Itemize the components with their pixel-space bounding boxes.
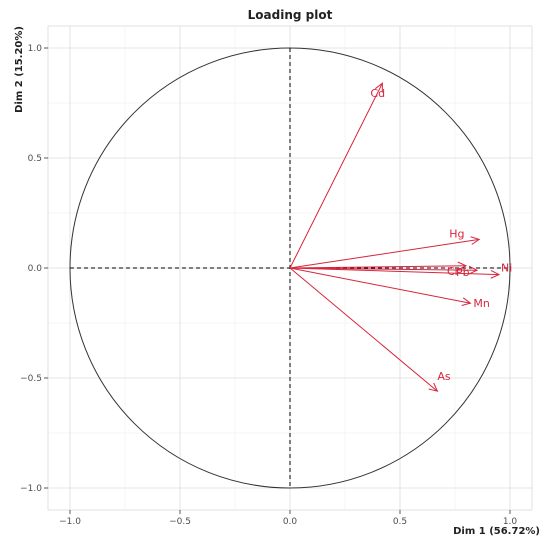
variable-label-cd: Cd — [370, 87, 385, 100]
y-tick-label: 0.5 — [28, 154, 42, 164]
y-tick-label: 1.0 — [28, 44, 43, 54]
arrow-shaft-as — [289, 267, 438, 392]
x-tick-label: −1.0 — [59, 517, 81, 527]
arrow-shaft-hg — [289, 238, 480, 269]
y-tick-label: 0.0 — [28, 264, 43, 274]
variable-as: As — [289, 267, 451, 392]
x-tick-label: 0.0 — [283, 517, 298, 527]
arrow-head-cd — [374, 82, 383, 93]
variable-label-hg: Hg — [449, 227, 464, 240]
variable-label-as: As — [437, 370, 451, 383]
variable-label-ni: Ni — [501, 262, 512, 275]
arrow-head-mn — [461, 297, 472, 306]
arrow-shaft-mn — [289, 267, 471, 304]
x-tick-label: −0.5 — [169, 517, 191, 527]
arrow-shaft-cr — [289, 267, 478, 271]
y-tick-label: −0.5 — [20, 374, 42, 384]
x-tick-label: 0.5 — [393, 517, 407, 527]
variable-label-pb: Pb — [456, 266, 470, 279]
variable-mn: Mn — [289, 267, 490, 310]
arrow-shaft-cd — [289, 82, 383, 269]
x-axis-ticks: −1.0 −0.5 0.0 0.5 1.0 — [59, 510, 517, 527]
variable-arrows: Cd Hg Pb Ni Cr Mn As — [289, 82, 512, 392]
arrow-shaft-pb — [289, 265, 467, 269]
arrow-shaft-ni — [289, 267, 500, 276]
y-tick-label: −1.0 — [20, 484, 42, 494]
y-axis-ticks: −1.0 −0.5 0.0 0.5 1.0 — [20, 44, 48, 494]
arrow-head-cr — [468, 265, 479, 275]
y-axis-title: Dim 2 (15.20%) — [14, 26, 25, 113]
variable-ni: Ni — [289, 262, 512, 279]
variable-pb: Pb — [289, 261, 470, 279]
variable-hg: Hg — [289, 227, 481, 269]
variable-cd: Cd — [289, 82, 385, 269]
arrow-head-hg — [470, 236, 481, 245]
arrow-head-pb — [457, 261, 468, 271]
x-axis-title: Dim 1 (56.72%) — [453, 526, 540, 537]
variable-label-cr: Cr — [447, 265, 460, 278]
arrow-head-as — [428, 382, 439, 392]
chart-title: Loading plot — [248, 8, 333, 22]
variable-cr: Cr — [289, 265, 479, 278]
arrow-head-ni — [490, 269, 501, 279]
x-tick-label: 1.0 — [503, 517, 518, 527]
variable-label-mn: Mn — [473, 297, 489, 310]
